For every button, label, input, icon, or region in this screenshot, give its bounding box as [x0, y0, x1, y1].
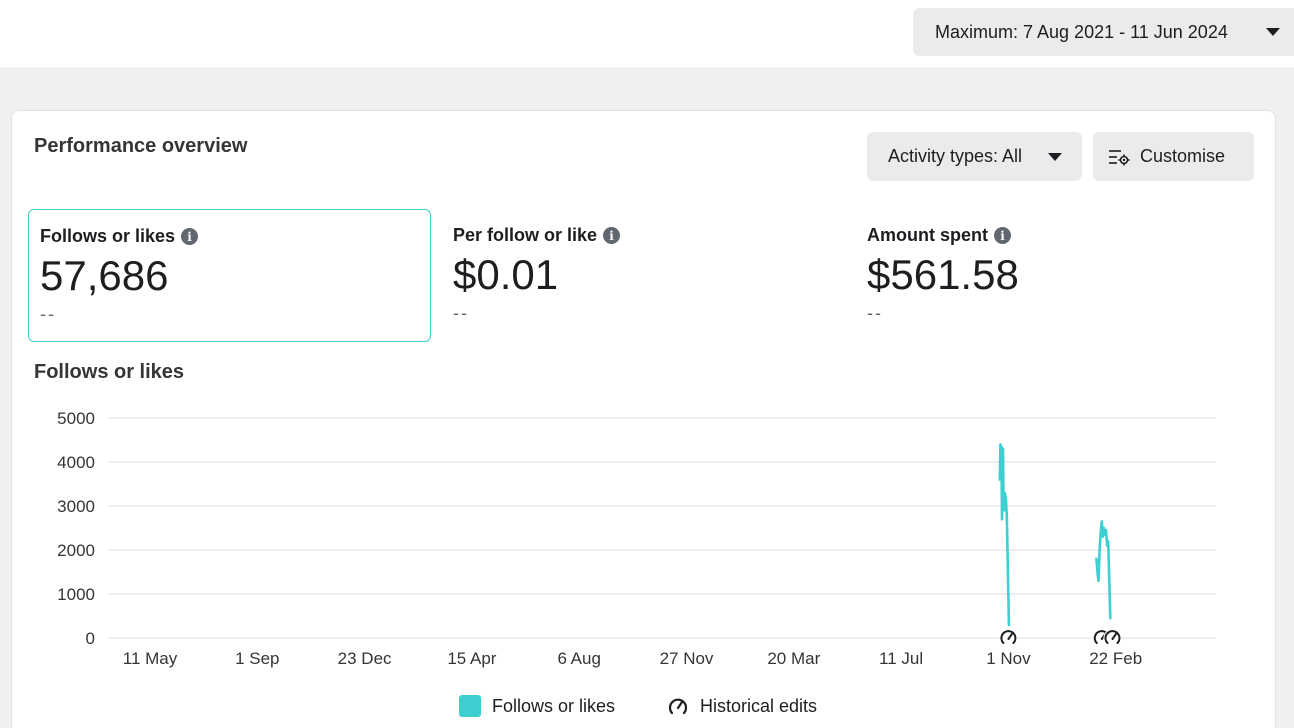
card-title: Performance overview: [34, 135, 248, 157]
legend-label: Historical edits: [700, 695, 818, 716]
x-tick-label: 27 Nov: [660, 649, 714, 668]
follows-or-likes-chart: 5000 4000 3000 2000 1000 0 11 May 1 Sep 23 Dec 15…: [57, 409, 1216, 668]
metric-value: $0.01: [453, 251, 559, 298]
x-tick-label: 1 Nov: [986, 649, 1031, 668]
metric-value: 57,686: [40, 252, 169, 299]
customise-settings-icon: [1109, 149, 1130, 165]
info-icon[interactable]: i: [603, 227, 621, 244]
series-line: [1095, 520, 1112, 620]
customise-label: Customise: [1140, 146, 1226, 166]
x-tick-label: 23 Dec: [338, 649, 392, 668]
info-icon[interactable]: i: [181, 228, 199, 245]
y-tick-label: 3000: [57, 497, 95, 516]
date-range-dropdown[interactable]: Maximum: 7 Aug 2021 - 11 Jun 2024: [913, 8, 1294, 56]
legend-follows-or-likes[interactable]: Follows or likes: [459, 695, 615, 717]
x-tick-label: 11 Jul: [879, 649, 923, 668]
metric-delta: --: [867, 303, 883, 323]
legend-label: Follows or likes: [492, 695, 616, 716]
metric-label: Amount spent: [867, 225, 988, 245]
chart-title: Follows or likes: [34, 361, 185, 383]
metric-follows-or-likes[interactable]: Follows or likes i 57,686 --: [28, 209, 431, 342]
metric-label-wrapper: Follows or likes i: [40, 226, 199, 247]
chevron-down-icon: [1266, 28, 1280, 36]
historical-edit-marker[interactable]: [1103, 629, 1122, 647]
x-tick-label: 20 Mar: [767, 649, 820, 668]
teal-square-icon: [459, 695, 481, 717]
series-line: [998, 443, 1011, 627]
y-tick-label: 0: [86, 629, 95, 648]
metric-value: $561.58: [867, 251, 1019, 298]
x-tick-label: 15 Apr: [447, 649, 496, 668]
metric-per-follow-or-like[interactable]: Per follow or like i $0.01 --: [442, 209, 845, 342]
historical-edit-marker[interactable]: [999, 629, 1018, 647]
activity-types-dropdown[interactable]: Activity types: All: [867, 132, 1082, 181]
activity-types-label: Activity types: All: [888, 146, 1023, 166]
metric-amount-spent[interactable]: Amount spent i $561.58 --: [856, 209, 1259, 342]
info-icon[interactable]: i: [994, 227, 1011, 244]
x-tick-label: 11 May: [123, 649, 178, 668]
gauge-icon: [668, 698, 688, 715]
metric-delta: --: [40, 304, 56, 324]
top-bar: Maximum: 7 Aug 2021 - 11 Jun 2024: [0, 0, 1294, 67]
customise-button[interactable]: Customise: [1093, 132, 1254, 181]
performance-overview-card: Performance overview Activity types: All…: [11, 110, 1276, 728]
metric-label: Follows or likes: [40, 226, 176, 246]
x-tick-label: 22 Feb: [1089, 649, 1142, 668]
x-tick-label: 1 Sep: [235, 649, 279, 668]
y-tick-label: 5000: [57, 409, 95, 428]
y-tick-label: 1000: [57, 585, 95, 604]
chevron-down-icon: [1048, 153, 1062, 161]
date-range-label: Maximum: 7 Aug 2021 - 11 Jun 2024: [935, 21, 1228, 42]
metric-delta: --: [453, 303, 469, 323]
y-tick-label: 2000: [57, 541, 95, 560]
metric-label-wrapper: Per follow or like i: [453, 225, 621, 246]
y-tick-label: 4000: [57, 453, 95, 472]
metric-label: Per follow or like: [453, 225, 598, 245]
metric-label-wrapper: Amount spent i: [867, 225, 1011, 246]
x-tick-label: 6 Aug: [557, 649, 601, 668]
legend-historical-edits[interactable]: Historical edits: [666, 695, 817, 717]
